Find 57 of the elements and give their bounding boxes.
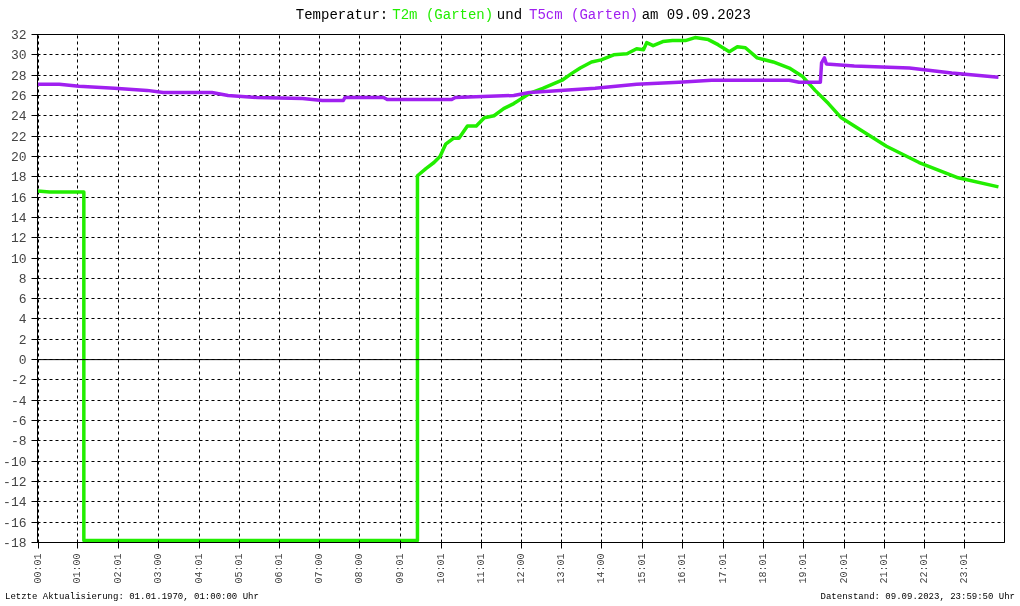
text: Datenstand: 09.09.2023, 23:59:50 Uhr (820, 591, 1015, 604)
x-tick-label: 10:01 (435, 553, 447, 584)
x-tick-label: 17:01 (717, 553, 729, 584)
chart-subtitle: am 09.09.2023 (641, 6, 751, 23)
y-tick-label: 16 (10, 190, 27, 206)
y-tick-label: 12 (10, 231, 27, 247)
y-tick-label: 10 (10, 251, 27, 267)
y-tick-label: 4 (18, 312, 27, 328)
text: T5cm (Garten) (529, 6, 639, 23)
x-tick-label: 08:00 (354, 553, 366, 584)
y-tick-label: 26 (10, 88, 27, 104)
x-tick-label: 07:00 (314, 553, 326, 584)
text: T2m (Garten) (392, 6, 494, 23)
x-tick-label: 12:00 (515, 553, 527, 584)
x-tick-label: 06:01 (274, 553, 286, 584)
x-tick-label: 00:01 (32, 553, 44, 584)
x-tick-label: 11:01 (475, 553, 487, 584)
y-tick-label: 30 (10, 48, 27, 64)
y-tick-label: -8 (10, 434, 27, 450)
y-tick-label: -4 (10, 393, 27, 409)
y-tick-label: -18 (3, 536, 27, 551)
text: und (496, 6, 523, 23)
y-tick-label: -2 (10, 373, 27, 389)
chart-title: Temperatur: (295, 6, 389, 23)
x-tick-label: 14:00 (596, 553, 608, 584)
y-tick-label: 24 (10, 109, 27, 125)
x-tick-label: 23:01 (959, 553, 971, 584)
x-tick-label: 02:01 (113, 553, 125, 584)
x-tick-label: 13:01 (556, 553, 568, 584)
y-tick-label: 18 (10, 170, 27, 186)
y-tick-label: -16 (3, 515, 27, 531)
x-tick-label: 20:01 (838, 553, 850, 584)
x-tick-label: 16:01 (677, 553, 689, 584)
y-tick-label: -10 (3, 454, 27, 470)
x-tick-label: 22:01 (919, 553, 931, 584)
x-tick-label: 09:01 (395, 553, 407, 584)
y-tick-label: 32 (10, 28, 27, 43)
text: Letzte Aktualisierung: 01.01.1970, 01:00:00 Uhr (5, 591, 259, 604)
y-tick-label: 22 (10, 129, 27, 145)
y-tick-label: 0 (18, 353, 27, 369)
y-tick-label: 28 (10, 68, 27, 84)
y-tick-label: 20 (10, 149, 27, 165)
x-tick-label: 03:00 (152, 553, 164, 584)
y-tick-label: -12 (3, 475, 27, 491)
x-tick-label: 19:01 (798, 553, 810, 584)
y-tick-label: 14 (10, 210, 27, 226)
y-tick-label: -6 (10, 414, 27, 430)
x-tick-label: 15:01 (637, 553, 649, 584)
x-tick-label: 21:01 (878, 553, 890, 584)
x-tick-label: 04:01 (193, 553, 205, 584)
y-tick-label: -14 (3, 495, 27, 511)
x-tick-label: 05:01 (234, 553, 246, 584)
x-tick-label: 01:00 (72, 553, 84, 584)
y-tick-label: 8 (18, 271, 27, 287)
y-tick-label: 6 (18, 292, 27, 308)
y-tick-label: 2 (18, 332, 27, 348)
x-tick-label: 18:01 (757, 553, 769, 584)
